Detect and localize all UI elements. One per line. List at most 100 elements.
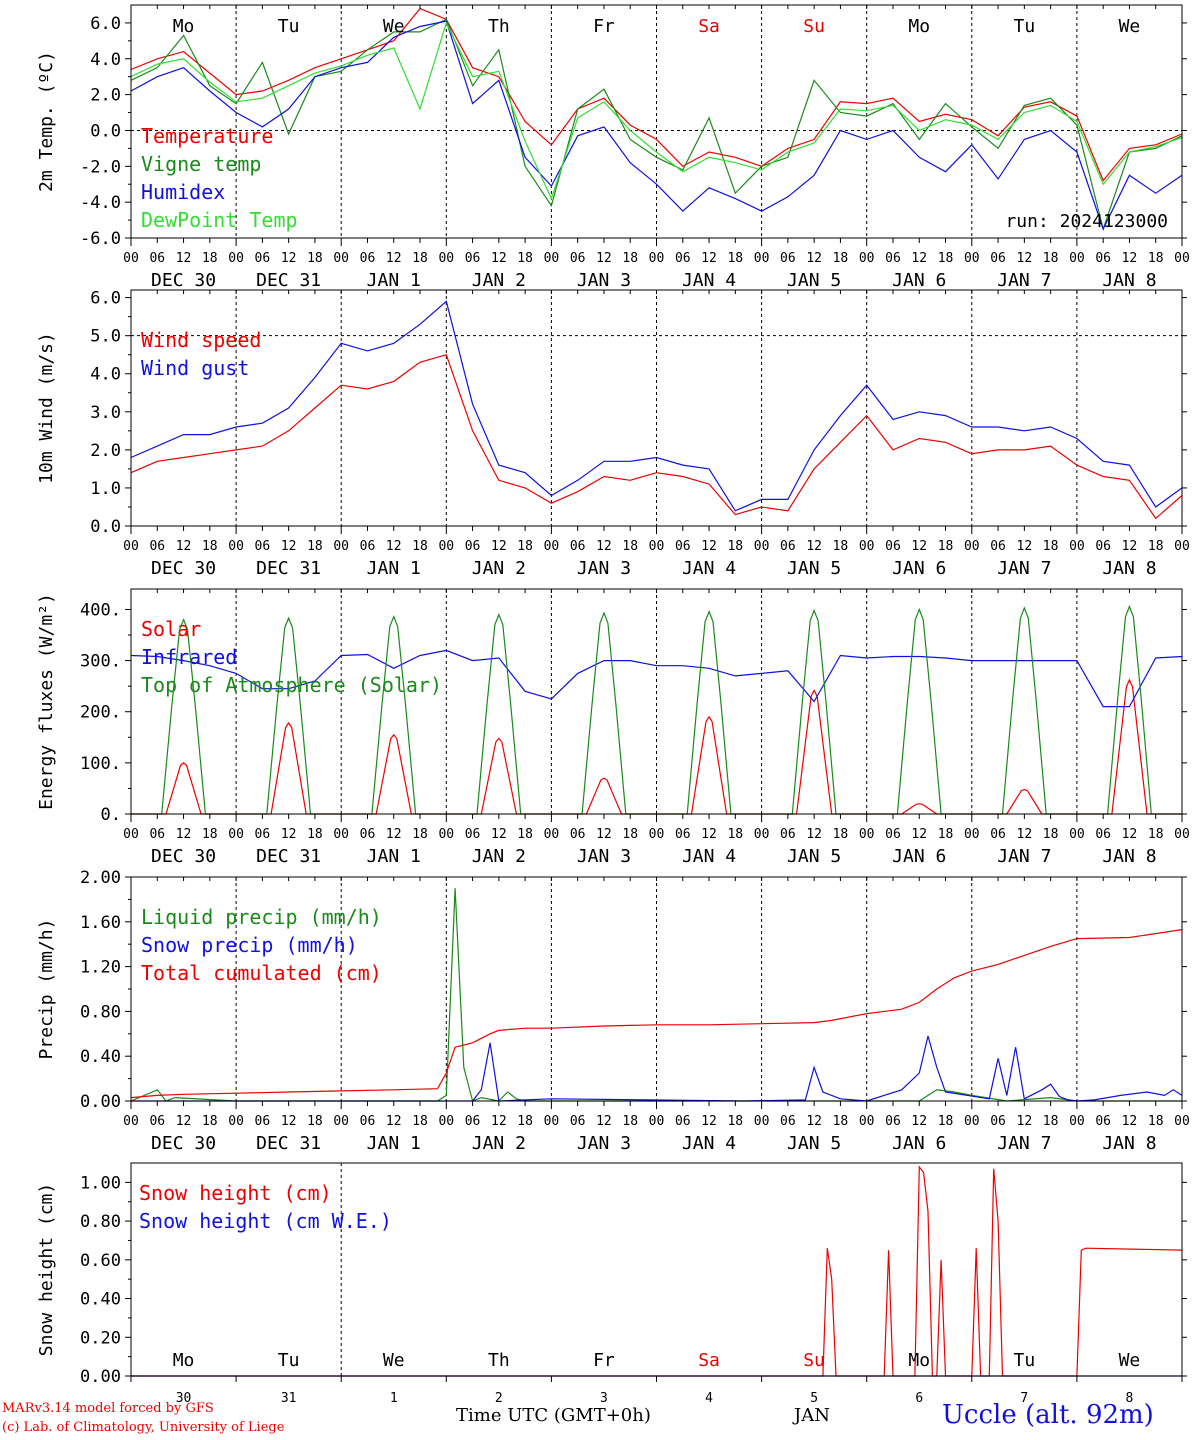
hour-tick-label: 00 xyxy=(754,1114,770,1129)
day-number-label: 4 xyxy=(705,1391,713,1406)
hour-tick-label: 18 xyxy=(307,251,323,266)
hour-tick-label: 18 xyxy=(622,539,638,554)
hour-tick-label: 00 xyxy=(649,827,665,842)
y-axis-label: Precip (mm/h) xyxy=(36,919,57,1060)
hour-tick-label: 18 xyxy=(1148,539,1164,554)
hour-tick-label: 18 xyxy=(938,251,954,266)
hour-tick-label: 00 xyxy=(1069,1114,1085,1129)
hour-tick-label: 00 xyxy=(964,251,980,266)
hour-tick-label: 06 xyxy=(570,251,586,266)
series-line-1 xyxy=(130,7,1183,182)
hour-tick-label: 00 xyxy=(1174,827,1190,842)
date-label: JAN 3 xyxy=(577,558,631,579)
hour-tick-label: 12 xyxy=(911,539,927,554)
hour-tick-label: 18 xyxy=(938,1114,954,1129)
hour-tick-label: 00 xyxy=(1069,251,1085,266)
plot-frame xyxy=(130,588,1183,815)
hour-tick-label: 06 xyxy=(360,1114,376,1129)
hour-tick-label: 12 xyxy=(1017,827,1033,842)
weekday-label: Su xyxy=(803,1350,825,1371)
hour-tick-label: 00 xyxy=(859,827,875,842)
date-label: JAN 4 xyxy=(682,270,736,291)
weekday-label: Sa xyxy=(698,1350,720,1371)
hour-tick-label: 12 xyxy=(281,827,297,842)
hour-tick-label: 12 xyxy=(806,251,822,266)
hour-tick-label: 06 xyxy=(149,539,165,554)
hour-tick-label: 00 xyxy=(754,827,770,842)
hour-tick-label: 12 xyxy=(491,827,507,842)
weekday-label: Su xyxy=(803,16,825,37)
y-tick-label: 400. xyxy=(80,600,121,620)
y-tick-label: 1.60 xyxy=(80,913,121,933)
day-number-label: 3 xyxy=(600,1391,608,1406)
hour-tick-label: 06 xyxy=(255,539,271,554)
y-axis-label: 2m Temp. (ºC) xyxy=(36,51,57,192)
hour-tick-label: 18 xyxy=(517,539,533,554)
hour-tick-label: 00 xyxy=(123,251,139,266)
hour-tick-label: 00 xyxy=(228,251,244,266)
hour-tick-label: 12 xyxy=(1122,539,1138,554)
y-tick-label: -2.0 xyxy=(80,157,121,177)
hour-tick-label: 18 xyxy=(833,539,849,554)
series-line-4 xyxy=(130,21,1183,201)
hour-tick-label: 06 xyxy=(1095,251,1111,266)
date-label: DEC 31 xyxy=(256,846,321,867)
date-label: JAN 1 xyxy=(367,270,421,291)
date-label: JAN 5 xyxy=(787,1133,841,1154)
hour-tick-label: 12 xyxy=(596,539,612,554)
hour-tick-label: 00 xyxy=(438,827,454,842)
time-axis-label: Time UTC (GMT+0h) xyxy=(456,1405,651,1426)
weekday-label: Tu xyxy=(1014,1350,1036,1371)
hour-tick-label: 12 xyxy=(1017,539,1033,554)
date-label: JAN 6 xyxy=(892,558,946,579)
y-tick-label: 0.0 xyxy=(90,517,121,537)
hour-tick-label: 06 xyxy=(465,1114,481,1129)
footer-model-line: MARv3.14 model forced by GFS xyxy=(2,1401,214,1416)
hour-tick-label: 12 xyxy=(176,1114,192,1129)
hour-tick-label: 18 xyxy=(1148,1114,1164,1129)
y-axis-label: 10m Wind (m/s) xyxy=(36,332,57,484)
series-line-2 xyxy=(130,18,1183,232)
hour-tick-label: 06 xyxy=(465,539,481,554)
hour-tick-label: 06 xyxy=(149,251,165,266)
hour-tick-label: 18 xyxy=(1043,539,1059,554)
weekday-label: Mo xyxy=(908,16,930,37)
legend-entry: Wind speed xyxy=(141,328,261,352)
hour-tick-label: 12 xyxy=(386,539,402,554)
day-number-label: 30 xyxy=(176,1391,192,1406)
date-label: JAN 8 xyxy=(1102,558,1156,579)
weekday-label: Mo xyxy=(908,1350,930,1371)
date-label: DEC 30 xyxy=(151,1133,216,1154)
date-label: JAN 7 xyxy=(997,270,1051,291)
hour-tick-label: 18 xyxy=(727,539,743,554)
series-line-2 xyxy=(130,649,1183,708)
y-tick-label: 0.00 xyxy=(80,1367,121,1387)
hour-tick-label: 18 xyxy=(1043,827,1059,842)
hour-tick-label: 18 xyxy=(833,251,849,266)
hour-tick-label: 18 xyxy=(412,827,428,842)
hour-tick-label: 00 xyxy=(333,1114,349,1129)
hour-tick-label: 06 xyxy=(990,1114,1006,1129)
hour-tick-label: 00 xyxy=(123,1114,139,1129)
y-tick-label: 5.0 xyxy=(90,327,121,347)
y-tick-label: 0.80 xyxy=(80,1002,121,1022)
y-tick-label: 3.0 xyxy=(90,403,121,423)
legend-entry: Snow height (cm) xyxy=(139,1181,332,1205)
hour-tick-label: 12 xyxy=(806,1114,822,1129)
hour-tick-label: 06 xyxy=(1095,1114,1111,1129)
hour-tick-label: 06 xyxy=(465,251,481,266)
hour-tick-label: 18 xyxy=(412,539,428,554)
hour-tick-label: 00 xyxy=(964,1114,980,1129)
hour-tick-label: 12 xyxy=(701,827,717,842)
hour-tick-label: 18 xyxy=(938,827,954,842)
hour-tick-label: 12 xyxy=(176,827,192,842)
hour-tick-label: 00 xyxy=(1174,1114,1190,1129)
hour-tick-label: 12 xyxy=(386,1114,402,1129)
series-line-3 xyxy=(130,929,1183,1099)
date-label: JAN 2 xyxy=(472,1133,526,1154)
hour-tick-label: 06 xyxy=(570,827,586,842)
weekday-label: Mo xyxy=(173,1350,195,1371)
legend-entry: Top of Atmosphere (Solar) xyxy=(141,673,442,697)
date-label: JAN 8 xyxy=(1102,270,1156,291)
